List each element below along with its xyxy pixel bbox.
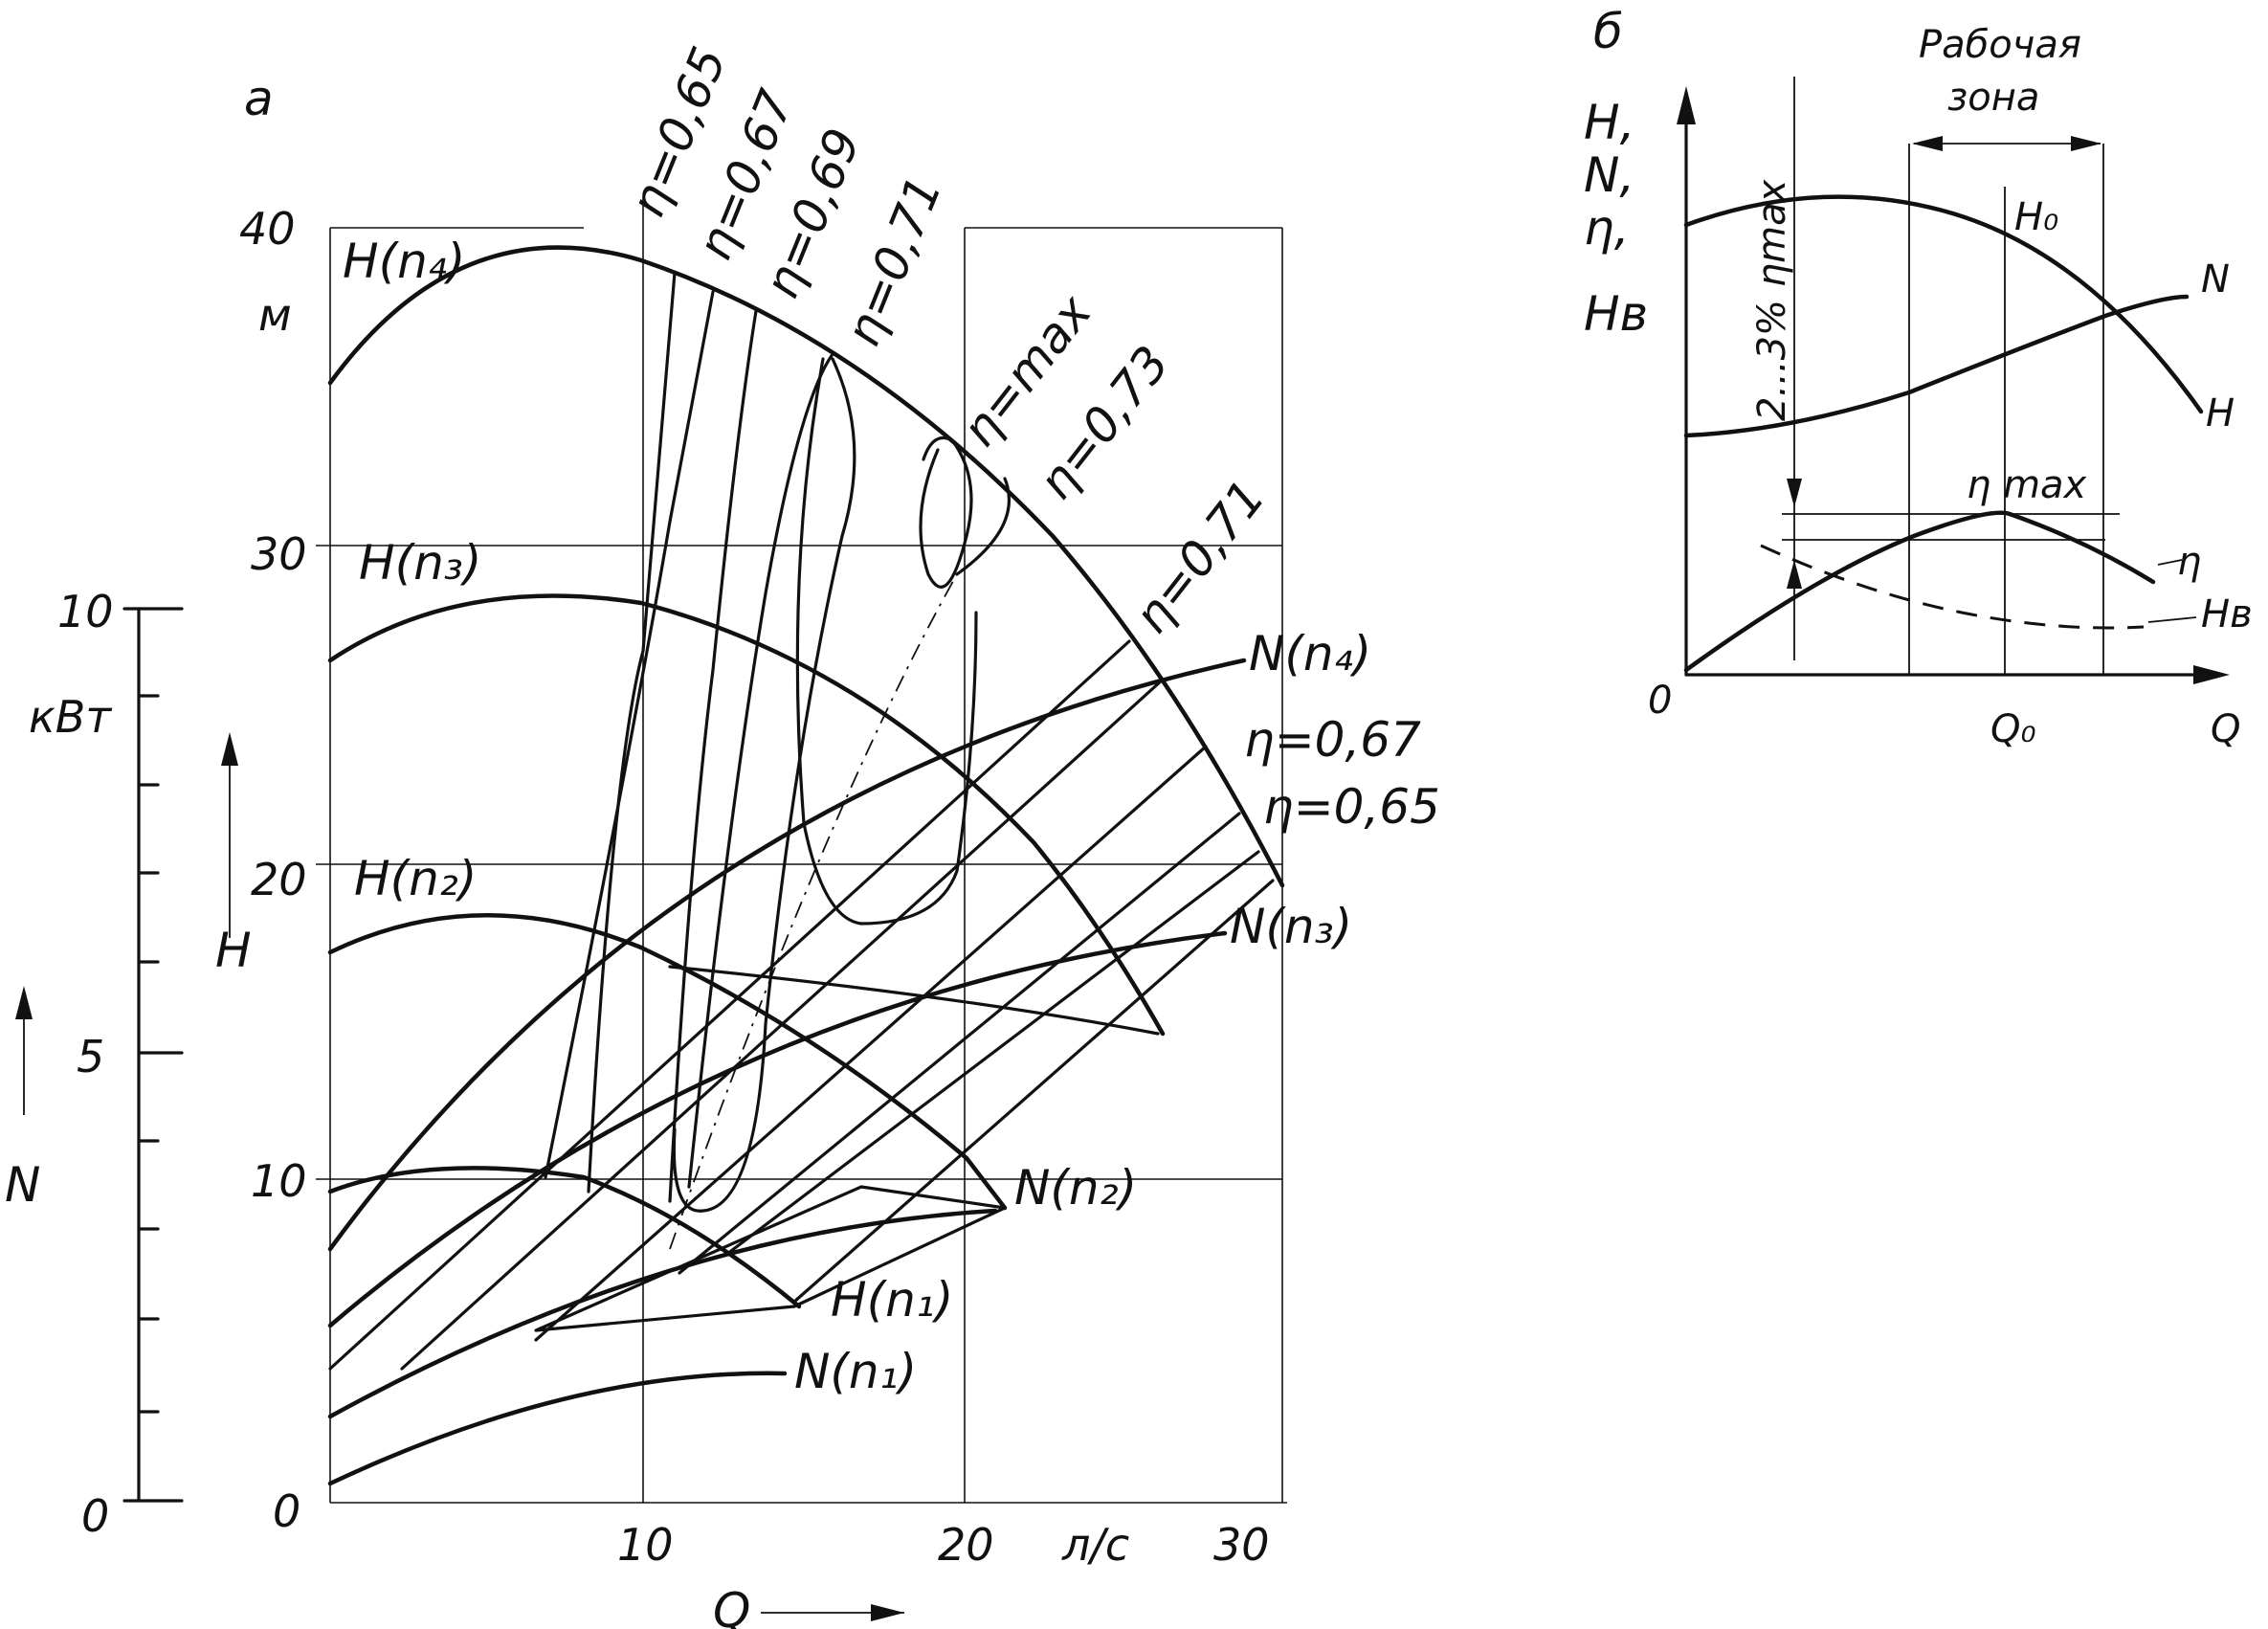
curve-h-n4 [327,245,1285,888]
q0-label: Q₀ [1990,707,2036,751]
q-axis-label: Q [713,1583,750,1629]
label-h-n4: H(n₄) [343,234,465,289]
y-label-hv: Hв [1584,286,1648,342]
curve-n-n3 [327,930,1228,1328]
curve-h-n1 [327,1166,802,1309]
curve-n-n4 [327,658,1247,1252]
h-arrowhead [221,732,238,766]
label-h-n1: H(n₁) [831,1272,953,1328]
label-eta-067-right: η=0,67 [1244,712,1421,768]
eta-curve-069 [687,352,834,1189]
curve-b-eta [1683,510,2156,673]
curve-h-n3 [327,593,1166,1037]
q-tick-10: 10 [617,1519,674,1571]
n-axis-label: N [5,1157,40,1213]
zone-arrowhead-left [1912,136,1943,151]
label-n-n2: N(n₂) [1014,1160,1137,1216]
label-eta-065-right: η=0,65 [1263,779,1440,835]
y-axis-arrowhead [1677,86,1696,124]
h-unit: м [258,289,292,341]
similarity-line [792,879,1275,1304]
eta-curve-071 [795,357,978,926]
panel-b-letter: б [1593,4,1623,59]
similarity-line [400,678,1165,1371]
y-label-n: N, [1584,147,1634,203]
reserve-label: 2...3% ηmax [1750,179,1794,421]
panel-b: б H, N, η, Hв Рабочая зона Q₀ H₀ 2...3% … [1584,4,2253,751]
origin-label: 0 [1648,679,1672,723]
h-tick-30: 30 [251,528,307,580]
y-label-h: H, [1584,95,1635,150]
h-tick-20: 20 [251,854,307,905]
label-leader-hv [2147,616,2197,623]
similarity-line [328,639,1131,1371]
curve-b-n [1683,294,2190,438]
label-b-eta: η [2177,540,2201,584]
similarity-line [725,850,1260,1256]
label-b-h: H [2206,391,2235,435]
eta-curve-067 [668,309,758,1203]
label-n-n3: N(n₃) [1230,899,1352,954]
curve-h-n2 [327,912,1008,1211]
curve-b-hv [1760,544,2145,630]
lower-region-outline [534,1185,1007,1332]
eta-max-line [669,573,958,1250]
eta-curve-max-loop [922,435,973,538]
n-tick-10: 10 [57,586,114,637]
h0-label: H₀ [2014,195,2058,239]
label-h-n3: H(n₃) [359,535,481,591]
label-h-n2: H(n₂) [354,851,477,906]
similarity-line [678,812,1241,1275]
n-unit: кВт [29,691,112,743]
q-tick-20: 20 [938,1519,994,1571]
y-label-eta: η, [1584,200,1630,256]
zone-label-1: Рабочая [1919,23,2081,67]
q-label-b: Q [2211,707,2240,751]
eta-max-label: η max [1967,463,2087,507]
q-unit: л/с [1061,1519,1129,1571]
h-tick-40: 40 [239,203,296,255]
panel-a-letter: а [244,71,274,126]
eta-curve-073 [919,448,968,589]
label-b-hv: Hв [2201,592,2253,636]
q-arrowhead [871,1604,904,1621]
curve-b-h [1683,194,2204,414]
eta-curve-073-right [955,477,1011,576]
n-tick-5: 5 [77,1031,104,1082]
reserve-arrowhead-down [1787,479,1802,507]
eta-curve-065 [587,271,677,1194]
curve-n-n1 [327,1371,788,1486]
zone-label-2: зона [1947,76,2039,120]
eta-curve-069-loop [672,357,856,1213]
n-tick-0: 0 [81,1490,109,1542]
x-axis-arrowhead [2193,665,2230,684]
label-n-n4: N(n₄) [1249,626,1371,681]
h-tick-0: 0 [273,1485,300,1537]
label-leader-eta [2157,559,2183,566]
n-arrowhead [15,986,33,1019]
label-b-n: N [2201,257,2230,301]
similarity-line [534,745,1208,1342]
label-eta-071-right: η=0,71 [1123,470,1277,643]
similarity-crossline [668,965,1160,1036]
label-n-n1: N(n₁) [794,1344,917,1399]
q-tick-30: 30 [1213,1519,1270,1571]
zone-arrowhead-right [2071,136,2101,151]
eta-curve-065-outer [544,290,715,1179]
label-eta-071: η=0,71 [834,168,952,353]
panel-a: а 0 10 20 30 40 м 10 20 30 л/с Q H [5,39,1440,1629]
reserve-arrowhead-up [1787,560,1802,589]
h-tick-10: 10 [251,1155,307,1207]
h-axis-label: H [215,923,252,978]
